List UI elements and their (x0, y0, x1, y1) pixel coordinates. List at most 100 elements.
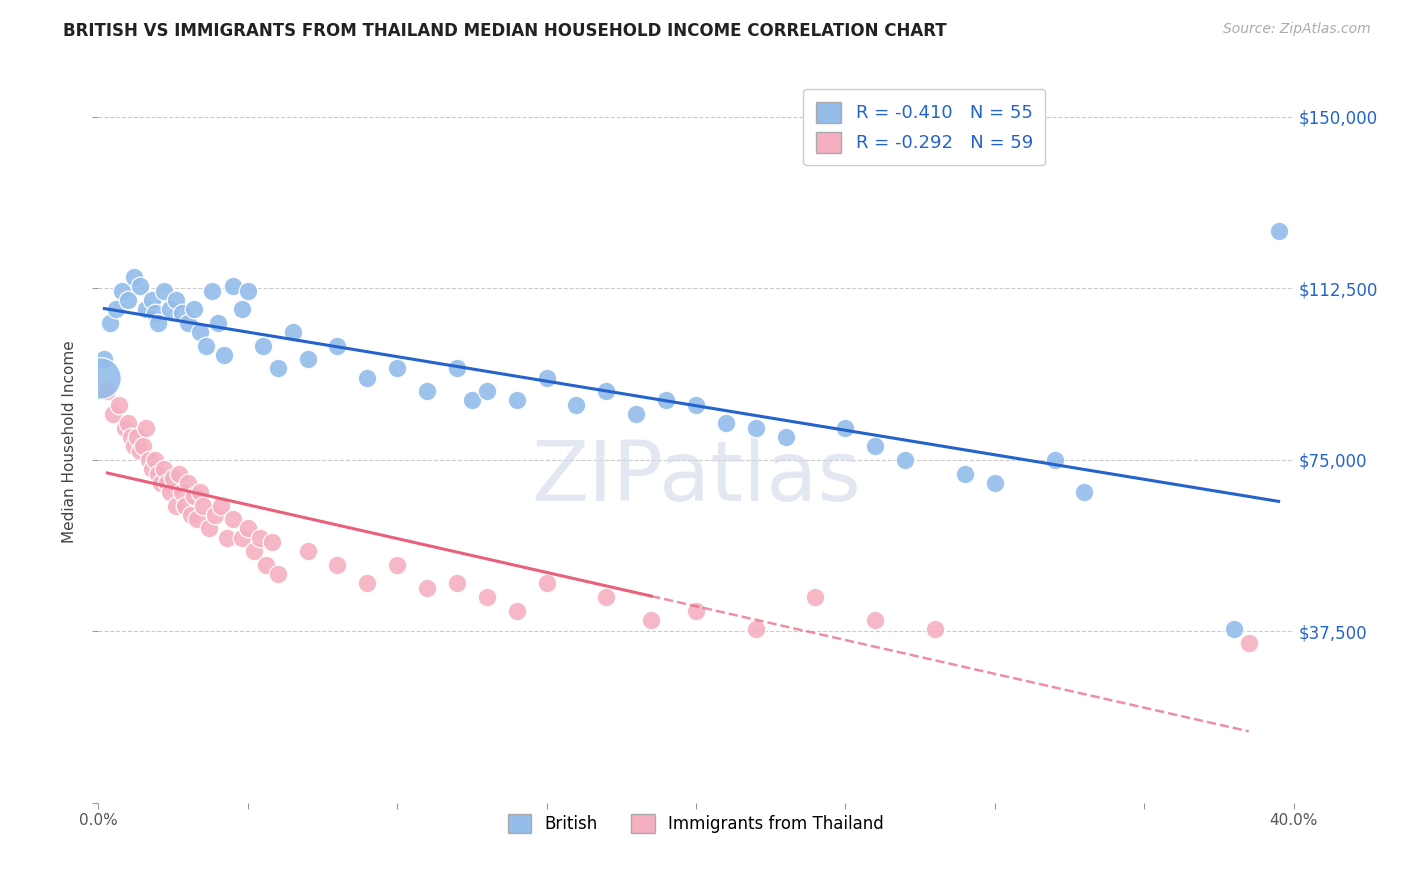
Point (714, 416, 737, 430)
Y-axis label: Median Household Income: Median Household Income (62, 340, 77, 543)
Point (356, 370, 378, 384)
Point (640, 613, 662, 627)
Point (183, 490, 205, 504)
Point (385, 361, 409, 376)
Point (162, 471, 184, 485)
Point (745, 421, 768, 435)
Point (153, 462, 176, 476)
Point (117, 293, 139, 307)
Point (745, 622, 768, 636)
Point (89, 370, 111, 384)
Point (209, 499, 232, 513)
Point (536, 370, 558, 384)
Point (231, 531, 253, 545)
Point (506, 604, 529, 618)
Point (165, 293, 187, 307)
Point (138, 453, 160, 467)
Point (446, 361, 468, 376)
Point (506, 393, 529, 408)
Point (565, 398, 588, 412)
Point (132, 439, 155, 453)
Point (172, 306, 194, 320)
Point (924, 622, 946, 636)
Point (153, 284, 176, 298)
Point (183, 301, 205, 316)
Point (167, 467, 190, 481)
Text: ZIPatlas: ZIPatlas (531, 437, 860, 518)
Point (655, 393, 678, 408)
Text: BRITISH VS IMMIGRANTS FROM THAILAND MEDIAN HOUSEHOLD INCOME CORRELATION CHART: BRITISH VS IMMIGRANTS FROM THAILAND MEDI… (63, 22, 946, 40)
Point (124, 269, 146, 284)
Point (475, 384, 498, 399)
Point (1237, 636, 1260, 650)
Point (201, 284, 224, 298)
Point (626, 407, 648, 421)
Point (595, 590, 617, 604)
Point (222, 512, 245, 526)
Point (475, 590, 498, 604)
Point (254, 558, 277, 572)
Point (236, 284, 259, 298)
Point (356, 576, 378, 591)
Point (198, 521, 221, 535)
Point (141, 293, 163, 307)
Point (222, 279, 245, 293)
Point (953, 467, 976, 481)
Point (129, 279, 152, 293)
Point (685, 604, 707, 618)
Point (281, 325, 304, 339)
Point (127, 430, 149, 444)
Point (865, 439, 887, 453)
Point (326, 338, 349, 352)
Point (297, 544, 319, 558)
Point (96, 384, 118, 399)
Point (177, 475, 200, 490)
Point (865, 613, 887, 627)
Point (156, 475, 179, 490)
Point (148, 316, 170, 330)
Point (231, 301, 253, 316)
Point (775, 430, 797, 444)
Point (172, 484, 194, 499)
Point (1073, 484, 1095, 499)
Point (894, 453, 917, 467)
Point (188, 484, 211, 499)
Point (186, 512, 208, 526)
Point (416, 581, 439, 595)
Point (416, 384, 439, 399)
Point (326, 558, 349, 572)
Point (260, 535, 283, 549)
Point (165, 499, 187, 513)
Point (461, 393, 484, 408)
Point (180, 508, 202, 522)
Point (141, 462, 163, 476)
Point (129, 443, 152, 458)
Point (111, 284, 134, 298)
Point (207, 316, 229, 330)
Point (536, 576, 558, 591)
Point (804, 590, 827, 604)
Point (834, 421, 856, 435)
Point (120, 430, 142, 444)
Point (1267, 224, 1289, 238)
Point (1223, 622, 1246, 636)
Point (212, 348, 235, 362)
Point (195, 338, 218, 352)
Point (114, 421, 136, 435)
Point (117, 416, 139, 430)
Point (685, 398, 707, 412)
Point (252, 338, 274, 352)
Point (159, 484, 181, 499)
Point (243, 544, 266, 558)
Point (297, 352, 319, 367)
Point (108, 398, 131, 412)
Point (267, 361, 290, 376)
Point (105, 301, 128, 316)
Point (249, 531, 271, 545)
Point (148, 467, 170, 481)
Point (143, 453, 166, 467)
Point (984, 475, 1007, 490)
Point (135, 421, 157, 435)
Point (93, 352, 115, 367)
Point (1043, 453, 1066, 467)
